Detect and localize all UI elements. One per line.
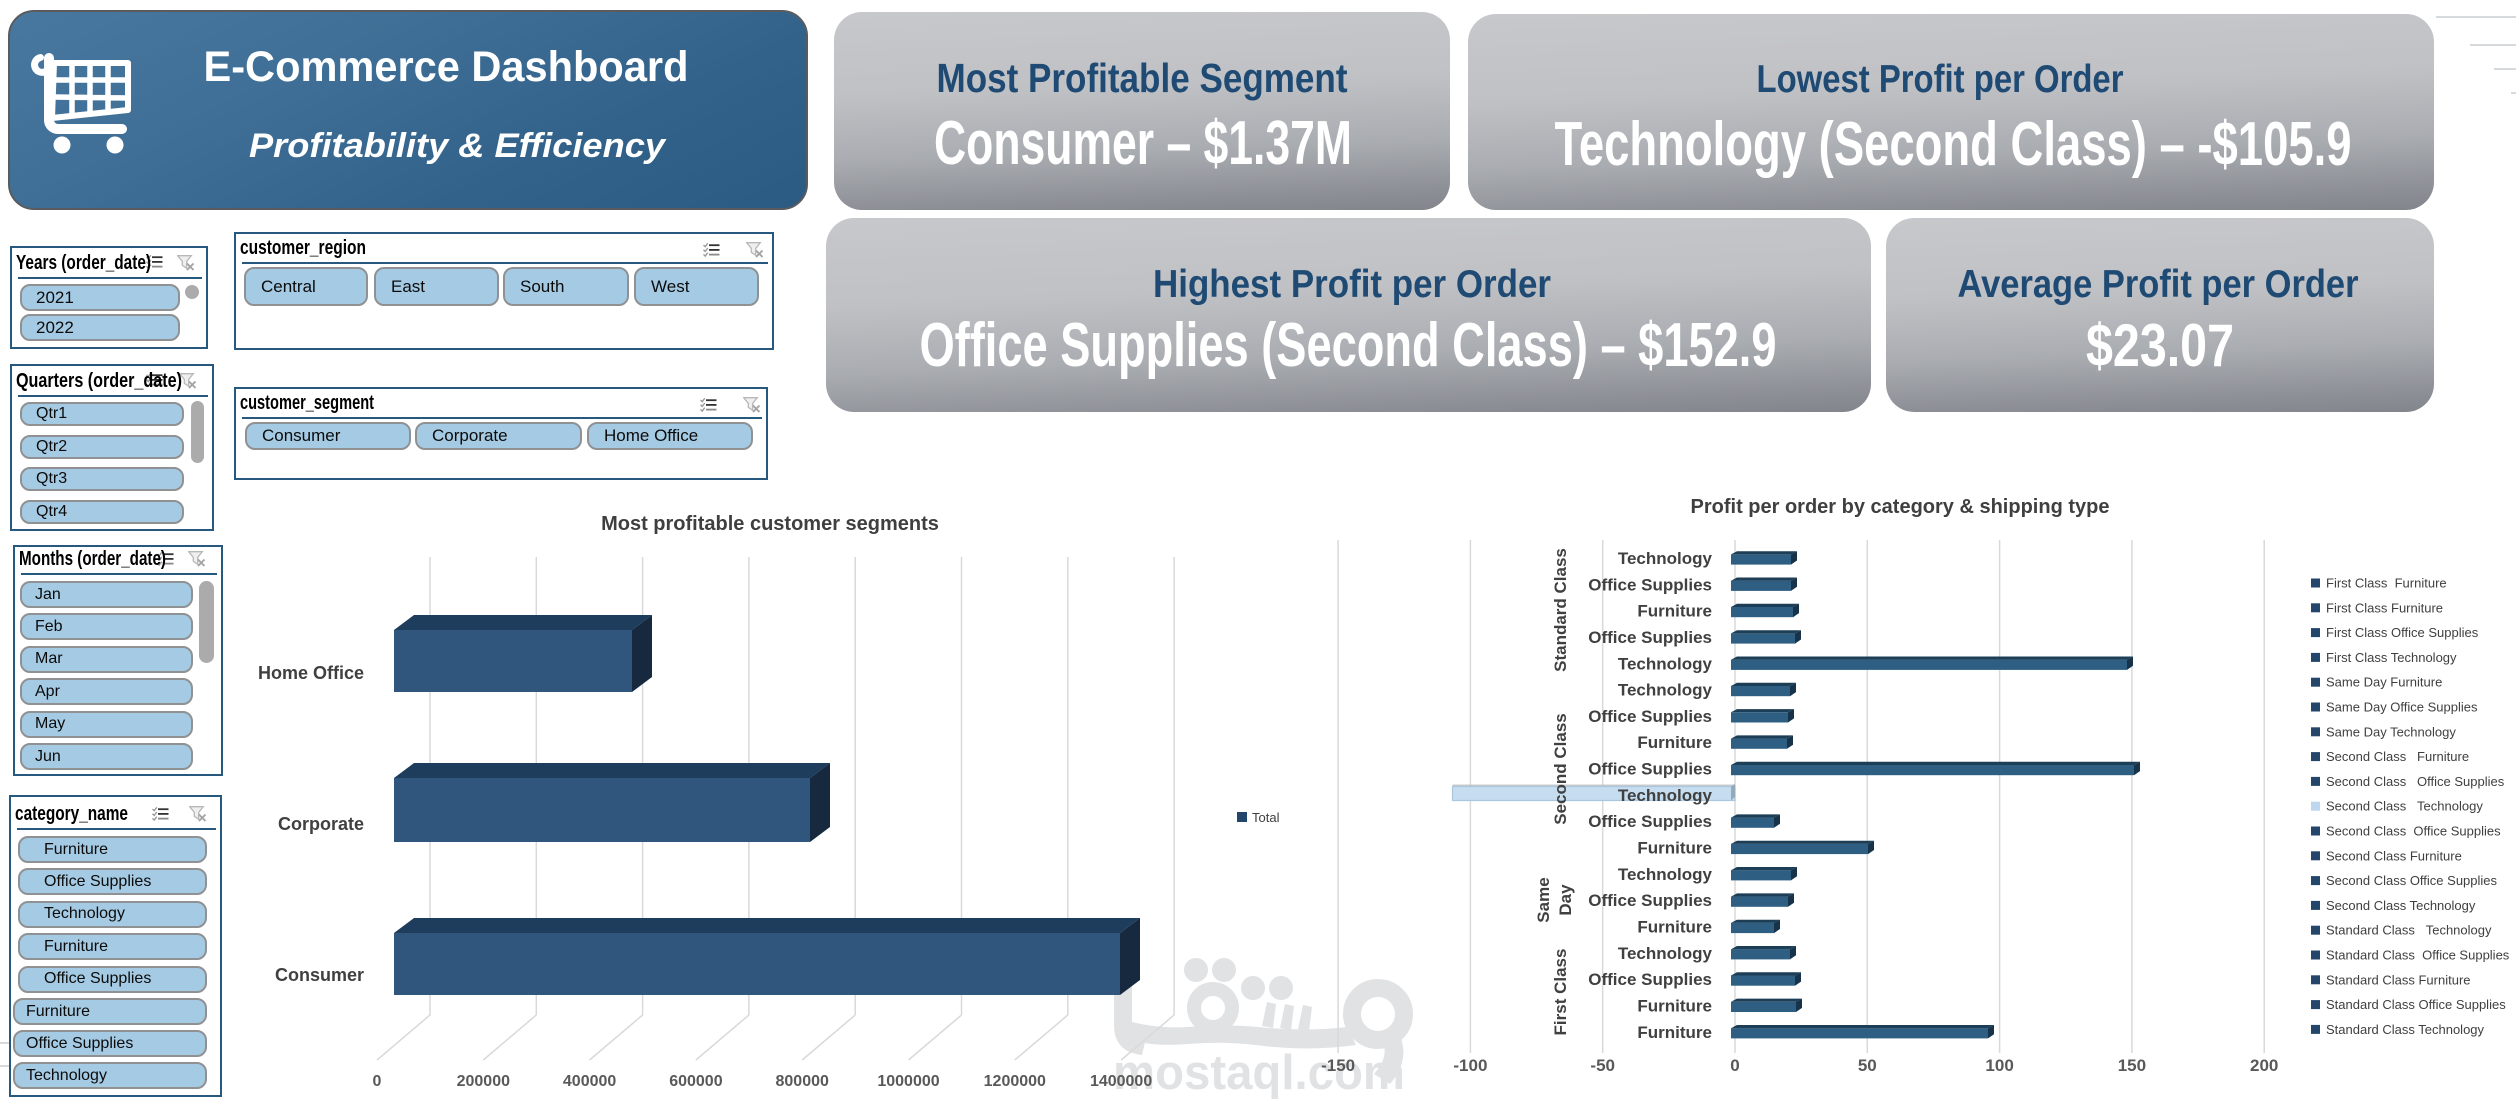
svg-text:Most profitable customer segme: Most profitable customer segments [601, 513, 939, 535]
svg-text:Most Profitable Segment: Most Profitable Segment [937, 55, 1348, 101]
svg-text:-50: -50 [1590, 1056, 1615, 1075]
svg-text:Office Supplies: Office Supplies [1588, 760, 1712, 779]
svg-text:100: 100 [1985, 1056, 2013, 1075]
svg-text:First Class Technology: First Class Technology [2326, 650, 2457, 665]
svg-text:400000: 400000 [563, 1073, 616, 1090]
svg-text:Years (order_date): Years (order_date) [16, 252, 151, 274]
svg-text:Second Class Office Supplies: Second Class Office Supplies [2326, 873, 2498, 888]
svg-text:Standard Class: Standard Class [1551, 548, 1570, 672]
svg-text:Standard Class Office Supplies: Standard Class Office Supplies [2326, 997, 2506, 1012]
svg-text:Average Profit per Order: Average Profit per Order [1958, 263, 2359, 306]
svg-text:Technology: Technology [1618, 786, 1713, 805]
svg-text:150: 150 [2118, 1056, 2146, 1075]
svg-text:50: 50 [1858, 1056, 1877, 1075]
svg-text:Furniture: Furniture [1637, 733, 1712, 752]
svg-text:200: 200 [2250, 1056, 2278, 1075]
svg-text:Second Class Technology: Second Class Technology [2326, 898, 2476, 913]
svg-text:Office Supplies: Office Supplies [1588, 575, 1712, 594]
svg-text:Corporate: Corporate [278, 814, 364, 834]
svg-text:category_name: category_name [15, 803, 128, 825]
svg-text:Technology: Technology [1618, 944, 1713, 963]
svg-text:Technology: Technology [1618, 681, 1713, 700]
svg-text:Standard Class Technology: Standard Class Technology [2326, 1022, 2485, 1037]
svg-text:Second Class Technology: Second Class Technology [2326, 799, 2483, 814]
svg-text:Furniture: Furniture [1637, 1023, 1712, 1042]
svg-text:mostaql.com: mostaql.com [1113, 1046, 1405, 1100]
svg-text:Consumer: Consumer [275, 965, 364, 985]
svg-text:First Class Office Supplies: First Class Office Supplies [2326, 625, 2479, 640]
svg-text:Quarters (order_date): Quarters (order_date) [16, 370, 182, 392]
svg-text:Office Supplies: Office Supplies [1588, 628, 1712, 647]
svg-text:Technology (Second Class) – -$: Technology (Second Class) – -$105.9 [1555, 110, 2352, 179]
svg-text:First Class Furniture: First Class Furniture [2326, 600, 2443, 615]
svg-text:Months (order_date): Months (order_date) [19, 548, 166, 570]
svg-text:Second Class: Second Class [1551, 713, 1570, 825]
svg-text:0: 0 [1730, 1056, 1739, 1075]
svg-text:-100: -100 [1453, 1056, 1487, 1075]
svg-text:-150: -150 [1321, 1056, 1355, 1075]
svg-text:200000: 200000 [457, 1073, 510, 1090]
svg-text:Technology: Technology [1618, 865, 1713, 884]
svg-text:1400000: 1400000 [1090, 1073, 1152, 1090]
svg-text:customer_segment: customer_segment [240, 392, 374, 414]
svg-text:Office Supplies: Office Supplies [1588, 970, 1712, 989]
svg-text:$23.07: $23.07 [2086, 312, 2234, 379]
svg-text:Office Supplies: Office Supplies [1588, 891, 1712, 910]
svg-text:Technology: Technology [1618, 654, 1713, 673]
svg-text:E-Commerce Dashboard: E-Commerce Dashboard [204, 43, 689, 91]
svg-text:Furniture: Furniture [1637, 996, 1712, 1015]
svg-text:1000000: 1000000 [877, 1073, 939, 1090]
svg-text:Furniture: Furniture [1637, 839, 1712, 858]
svg-text:Office Supplies (Second Class): Office Supplies (Second Class) – $152.9 [920, 311, 1777, 380]
svg-text:Second Class Office Supplies: Second Class Office Supplies [2326, 774, 2505, 789]
svg-text:Technology: Technology [1618, 549, 1713, 568]
svg-text:Standard Class Office Supplie: Standard Class Office Supplies [2326, 948, 2510, 963]
svg-text:Office Supplies: Office Supplies [1588, 707, 1712, 726]
svg-text:Furniture: Furniture [1637, 602, 1712, 621]
svg-text:Standard Class Technology: Standard Class Technology [2326, 923, 2492, 938]
svg-text:Day: Day [1556, 884, 1575, 916]
svg-text:Second Class Furniture: Second Class Furniture [2326, 848, 2462, 863]
svg-text:Second Class Office Supplies: Second Class Office Supplies [2326, 824, 2501, 839]
svg-text:Standard Class Furniture: Standard Class Furniture [2326, 972, 2471, 987]
svg-text:First Class Furniture: First Class Furniture [2326, 576, 2447, 591]
svg-text:Total: Total [1252, 810, 1280, 825]
svg-text:1200000: 1200000 [984, 1073, 1046, 1090]
svg-text:Same Day Furniture: Same Day Furniture [2326, 675, 2442, 690]
svg-text:Highest Profit per Order: Highest Profit per Order [1153, 263, 1551, 306]
svg-text:Second Class Furniture: Second Class Furniture [2326, 749, 2469, 764]
svg-text:Furniture: Furniture [1637, 918, 1712, 937]
svg-text:Office Supplies: Office Supplies [1588, 812, 1712, 831]
svg-text:Home Office: Home Office [258, 663, 364, 683]
svg-text:800000: 800000 [776, 1073, 829, 1090]
svg-text:customer_region: customer_region [240, 237, 366, 259]
svg-text:Profit per order by category &: Profit per order by category & shipping … [1691, 496, 2110, 518]
svg-text:Profitability & Efficiency: Profitability & Efficiency [249, 127, 667, 165]
svg-text:0: 0 [373, 1073, 382, 1090]
svg-text:Same Day Technology: Same Day Technology [2326, 724, 2456, 739]
svg-text:Consumer – $1.37M: Consumer – $1.37M [934, 109, 1352, 178]
svg-text:First Class: First Class [1551, 949, 1570, 1036]
svg-text:Same Day Office Supplies: Same Day Office Supplies [2326, 700, 2478, 715]
svg-text:Lowest Profit per Order: Lowest Profit per Order [1757, 58, 2124, 101]
svg-text:Same: Same [1534, 877, 1553, 922]
svg-text:600000: 600000 [669, 1073, 722, 1090]
